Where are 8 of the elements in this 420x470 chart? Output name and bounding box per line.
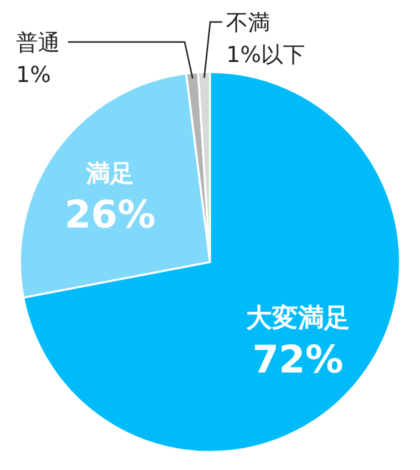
data-label: 26% bbox=[64, 192, 156, 236]
slice-label: 大変満足 bbox=[246, 304, 350, 334]
data-label: 1% bbox=[16, 63, 51, 88]
data-label: 1%以下 bbox=[226, 43, 306, 68]
slice-label: 普通 bbox=[16, 31, 60, 56]
data-label: 72% bbox=[252, 338, 344, 382]
slice-label: 満足 bbox=[85, 159, 134, 188]
slice-label: 不満 bbox=[226, 11, 270, 36]
